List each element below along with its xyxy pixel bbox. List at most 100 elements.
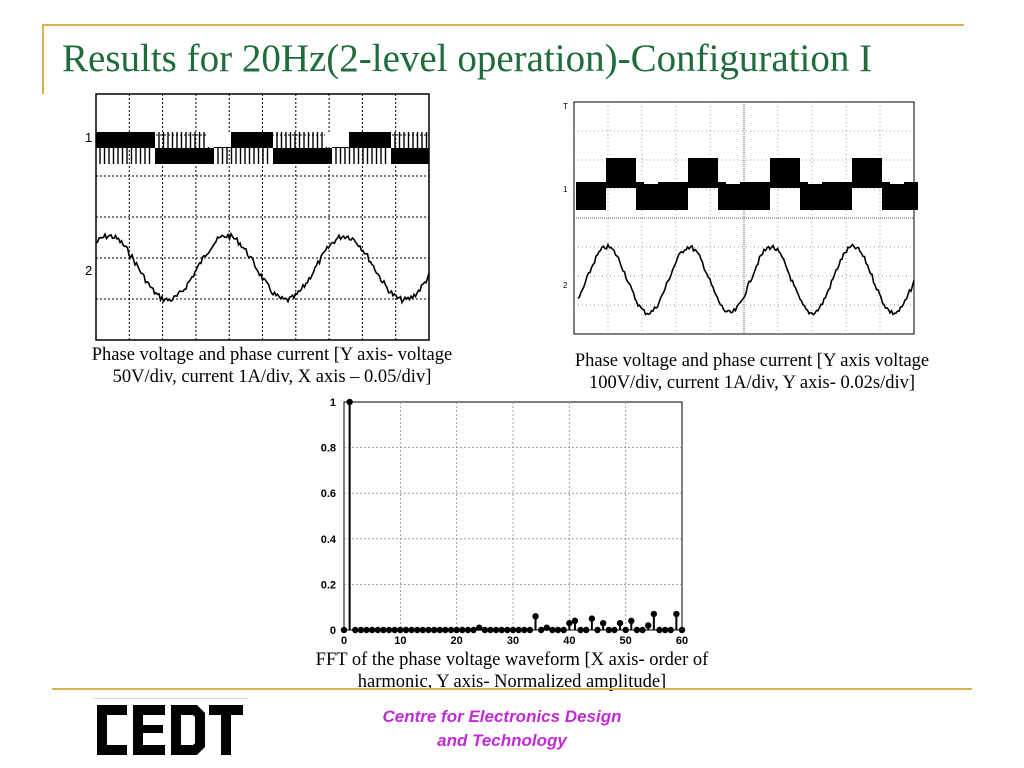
stem-marker [504,626,511,634]
stem-marker [476,624,483,631]
stem-marker [397,626,404,634]
stem-marker [492,626,500,634]
x-tick-label: 40 [563,635,575,647]
caption-line: Phase voltage and phase current [Y axis … [574,351,930,371]
header-accent-bar [42,26,44,94]
y-tick-label: 0.8 [321,443,336,455]
voltage-block [808,184,822,210]
stem-marker [425,626,432,634]
cedt-logo [93,698,248,763]
voltage-block [644,184,658,210]
stem-marker [464,626,472,634]
stem-marker [419,626,427,634]
stem-marker [532,613,539,620]
voltage-block [770,158,800,188]
current-trace-right [577,242,915,316]
stem-marker [650,610,658,618]
voltage-trace-left [96,132,429,164]
stem-marker [678,626,686,634]
fft-caption: FFT of the phase voltage waveform [X axi… [230,649,794,693]
voltage-block [606,158,636,188]
channel-1-label: 1 [85,130,92,145]
caption-line: harmonic, Y axis- Normalized amplitude] [357,672,667,692]
y-tick-label: 0.4 [321,534,337,546]
slide-title: Results for 20Hz(2-level operation)-Conf… [62,37,873,80]
current-trace-left [95,231,430,305]
x-tick-label: 10 [394,635,406,647]
scope-left: 1 2 [85,93,430,341]
stem-marker [656,626,663,634]
stem-marker [633,626,641,634]
y-tick-label: 1 [330,397,336,409]
fft-grid [343,401,683,631]
stem-marker [402,626,410,634]
stem-marker [459,626,466,634]
x-tick-label: 30 [507,635,519,647]
footer-divider [52,688,972,690]
scope-left-caption: Phase voltage and phase current [Y axis-… [30,344,514,388]
caption-line: 100V/div, current 1A/div, Y axis- 0.02s/… [588,373,916,393]
voltage-gap [325,132,349,147]
channel-1-label: 1 [563,185,568,194]
y-tick-label: 0.2 [321,579,336,591]
stem-marker [661,626,669,634]
stem-marker [616,619,624,627]
header-accent-line [42,24,964,26]
stem-marker [357,626,365,634]
x-tick-label: 50 [620,635,632,647]
voltage-block [391,148,429,164]
stem-marker [442,626,449,634]
y-tick-label: 0 [330,625,336,637]
voltage-block [718,182,726,210]
stem-marker [408,626,415,634]
stem-marker [566,619,573,627]
stem-marker [549,626,556,634]
stem-marker [487,626,494,634]
org-line-2: and Technology [437,731,567,750]
stem-marker [594,626,601,634]
voltage-block [904,182,918,210]
org-line-1: Centre for Electronics Design [382,707,622,726]
stem-marker [346,398,353,406]
voltage-gap [207,132,231,147]
organization-name: Centre for Electronics Design and Techno… [340,705,664,753]
stem-marker [391,626,398,634]
stem-marker [605,626,612,634]
voltage-block [800,182,808,210]
voltage-block [822,182,852,210]
stem-marker [481,626,489,634]
voltage-block [636,182,644,210]
scope-right: T 1 2 [563,101,918,335]
stem-marker [577,626,584,634]
fft-tick-labels: 0 10 20 30 40 50 60 0 0.2 0.4 0.6 0.8 1 [321,397,688,647]
stem-marker [611,626,618,634]
stem-marker [340,626,348,634]
stem-marker [599,619,607,627]
x-tick-label: 60 [676,635,688,647]
stem-marker [414,626,421,634]
voltage-block [688,158,718,188]
stem-marker [470,626,477,634]
stem-marker [526,626,534,634]
stem-marker [622,626,629,634]
stem-marker [543,624,550,631]
voltage-block [740,182,770,210]
stem-marker [509,626,517,634]
stem-marker [430,626,438,634]
stem-marker [498,626,505,634]
stem-marker [571,617,579,625]
stem-marker [583,626,590,634]
fft-stems [340,398,686,634]
stem-marker [560,626,567,634]
x-tick-label: 20 [451,635,463,647]
stem-marker [673,610,680,618]
fft-chart: 0 10 20 30 40 50 60 0 0.2 0.4 0.6 0.8 1 [321,397,688,647]
stem-marker [453,626,460,634]
stem-marker [645,622,652,629]
x-tick-label: 0 [341,635,347,647]
stem-marker [385,626,393,634]
stem-marker [639,626,646,634]
stem-marker [537,626,545,634]
stem-marker [368,626,376,634]
stem-marker [380,626,387,634]
